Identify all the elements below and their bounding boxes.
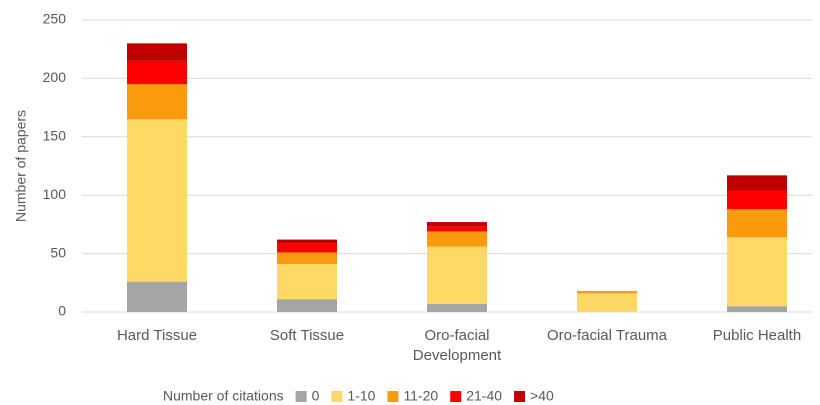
legend-swatch bbox=[387, 391, 399, 402]
bar-segment bbox=[127, 84, 187, 120]
legend-swatch bbox=[295, 391, 307, 402]
y-axis-title: Number of papers bbox=[13, 110, 29, 222]
legend-title: Number of citations bbox=[163, 388, 284, 404]
bar-segment bbox=[427, 226, 487, 232]
legend-label: 21-40 bbox=[466, 388, 502, 404]
x-tick-label: Soft Tissue bbox=[269, 327, 345, 344]
bar-segment bbox=[427, 222, 487, 227]
bar-segment bbox=[127, 281, 187, 312]
bar-segment bbox=[277, 243, 337, 253]
bar-segment bbox=[427, 246, 487, 304]
legend-swatch bbox=[331, 391, 343, 402]
bar-segment bbox=[127, 43, 187, 61]
y-tick-label: 50 bbox=[50, 244, 66, 260]
legend-label: 1-10 bbox=[347, 388, 375, 404]
legend-label: 11-20 bbox=[403, 388, 438, 404]
bar-segment bbox=[727, 209, 787, 238]
bar-segment bbox=[277, 299, 337, 312]
x-tick-label: Public Health bbox=[712, 327, 802, 344]
bar-segment bbox=[727, 237, 787, 307]
bar-segment bbox=[427, 303, 487, 312]
legend-label: >40 bbox=[530, 388, 554, 404]
y-tick-label: 0 bbox=[58, 303, 66, 319]
bar-segment bbox=[577, 293, 637, 312]
legend-swatch bbox=[514, 391, 526, 402]
x-tick-label: Oro-facial Development bbox=[412, 327, 502, 364]
bar-segment bbox=[277, 264, 337, 300]
bar-segment bbox=[277, 239, 337, 244]
bar-segment bbox=[277, 252, 337, 265]
legend-swatch bbox=[450, 391, 462, 402]
bar-segment bbox=[127, 119, 187, 282]
y-tick-label: 100 bbox=[43, 186, 67, 202]
bar-segment bbox=[127, 60, 187, 85]
bar-segment bbox=[427, 231, 487, 247]
x-tick-label: Oro-facial Trauma bbox=[546, 327, 668, 344]
bar-segment bbox=[727, 175, 787, 191]
y-tick-label: 150 bbox=[43, 128, 67, 144]
bar-segment bbox=[577, 290, 637, 294]
bar-segment bbox=[727, 190, 787, 210]
y-tick-label: 200 bbox=[43, 69, 67, 85]
legend-label: 0 bbox=[312, 388, 320, 404]
y-tick-label: 250 bbox=[43, 11, 67, 27]
x-tick-label: Hard Tissue bbox=[116, 327, 198, 344]
bar-segment bbox=[727, 306, 787, 312]
